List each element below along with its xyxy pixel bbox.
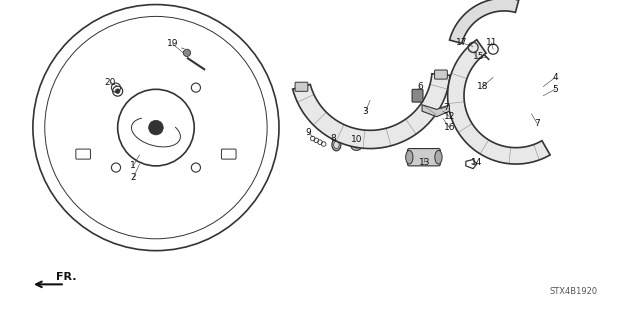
Polygon shape: [422, 105, 449, 117]
Ellipse shape: [351, 141, 362, 150]
Text: 20: 20: [105, 78, 116, 86]
FancyBboxPatch shape: [435, 70, 447, 79]
Circle shape: [115, 89, 120, 93]
Text: 6: 6: [417, 82, 423, 91]
Polygon shape: [292, 74, 450, 149]
Ellipse shape: [332, 139, 341, 151]
Text: 17: 17: [456, 38, 467, 47]
Text: 12: 12: [444, 112, 455, 121]
Text: 8: 8: [331, 134, 337, 143]
Text: 7: 7: [534, 119, 540, 128]
Ellipse shape: [406, 150, 413, 164]
Text: 15: 15: [473, 52, 484, 61]
Circle shape: [183, 49, 191, 56]
Text: FR.: FR.: [56, 272, 76, 282]
Text: 3: 3: [363, 107, 369, 116]
Ellipse shape: [333, 141, 339, 149]
Text: STX4B1920: STX4B1920: [550, 287, 598, 296]
Text: 14: 14: [471, 158, 483, 167]
Text: 9: 9: [305, 128, 311, 137]
Ellipse shape: [354, 144, 359, 148]
Text: 10: 10: [351, 135, 362, 144]
Text: 13: 13: [419, 158, 431, 167]
Polygon shape: [447, 40, 550, 164]
Text: 11: 11: [486, 38, 497, 47]
Ellipse shape: [435, 150, 442, 164]
Text: 4: 4: [552, 73, 558, 82]
Text: 5: 5: [552, 85, 558, 94]
FancyBboxPatch shape: [408, 149, 440, 166]
Text: 16: 16: [444, 123, 455, 132]
FancyBboxPatch shape: [295, 82, 308, 91]
Circle shape: [148, 120, 163, 135]
Text: 19: 19: [166, 39, 178, 48]
Text: 1: 1: [131, 161, 136, 170]
Text: 7: 7: [443, 103, 449, 112]
Polygon shape: [449, 0, 519, 43]
Text: 2: 2: [131, 173, 136, 182]
FancyBboxPatch shape: [412, 89, 423, 102]
Text: 18: 18: [477, 82, 488, 91]
